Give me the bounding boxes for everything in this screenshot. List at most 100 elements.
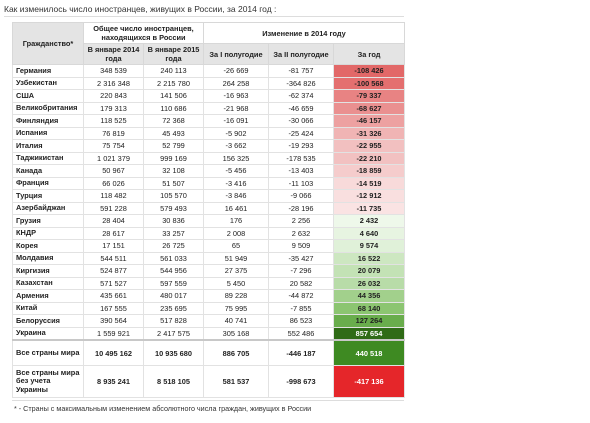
country-cell: Финляндия <box>12 114 84 128</box>
value-cell: 597 559 <box>143 276 204 290</box>
value-cell: 435 661 <box>83 289 144 303</box>
value-cell: 2 632 <box>268 226 334 240</box>
country-cell: Молдавия <box>12 251 84 265</box>
value-cell: -100 568 <box>332 76 406 90</box>
table-row: Все страны мира без учета Украины 8 935 2… <box>12 365 406 398</box>
value-cell: 2 417 575 <box>143 326 204 341</box>
column-header: В январе 2014 года <box>83 43 144 65</box>
value-cell: 440 518 <box>332 339 406 366</box>
table-row: Все страны мира 10 495 162 10 935 680 886 7… <box>12 339 406 366</box>
value-cell: -79 337 <box>332 89 406 103</box>
table-row: Германия 348 539 240 113 -26 669 -81 757 -108… <box>12 64 406 78</box>
table-row: Узбекистан 2 316 348 2 215 780 264 258 -364 … <box>12 76 406 90</box>
value-cell: 28 404 <box>83 214 144 228</box>
table-row: Италия 75 754 52 799 -3 662 -19 293 -22 955 <box>12 139 406 153</box>
table-row: Китай 167 555 235 695 75 995 -7 855 68 140 <box>12 301 406 315</box>
value-cell: -364 826 <box>268 76 334 90</box>
value-cell: -26 669 <box>203 64 269 78</box>
value-cell: -28 196 <box>268 201 334 215</box>
value-cell: 591 228 <box>83 201 144 215</box>
country-cell: Казахстан <box>12 276 84 290</box>
value-cell: -3 662 <box>203 139 269 153</box>
table-row: Киргизия 524 877 544 956 27 375 -7 296 20 079 <box>12 264 406 278</box>
value-cell: 1 021 379 <box>83 151 144 165</box>
country-cell: Германия <box>12 64 84 78</box>
value-cell: 8 935 241 <box>83 365 144 398</box>
country-cell: Канада <box>12 164 84 178</box>
value-cell: 552 486 <box>268 326 334 341</box>
table-row: Белоруссия 390 564 517 828 40 741 86 523 127 … <box>12 314 406 328</box>
value-cell: 105 570 <box>143 189 204 203</box>
value-cell: 118 525 <box>83 114 144 128</box>
country-cell: КНДР <box>12 226 84 240</box>
value-cell: 27 375 <box>203 264 269 278</box>
country-cell: Франция <box>12 176 84 190</box>
country-cell: Белоруссия <box>12 314 84 328</box>
value-cell: 89 228 <box>203 289 269 303</box>
title: Как изменилось число иностранцев, живущи… <box>4 4 404 17</box>
country-cell: США <box>12 89 84 103</box>
country-cell: Украина <box>12 326 84 341</box>
country-cell: Армения <box>12 289 84 303</box>
value-cell: -31 326 <box>332 126 406 140</box>
value-cell: 20 582 <box>268 276 334 290</box>
value-cell: 75 754 <box>83 139 144 153</box>
country-cell: Грузия <box>12 214 84 228</box>
value-cell: 141 506 <box>143 89 204 103</box>
value-cell: 86 523 <box>268 314 334 328</box>
value-cell: 264 258 <box>203 76 269 90</box>
table-row: США 220 843 141 506 -16 963 -62 374 -79 337 <box>12 89 406 103</box>
value-cell: 127 264 <box>332 314 406 328</box>
value-cell: 2 215 780 <box>143 76 204 90</box>
column-header: В январе 2015 года <box>143 43 204 65</box>
country-cell: Все страны мира без учета Украины <box>12 365 84 398</box>
value-cell: 886 705 <box>203 339 269 366</box>
value-cell: -13 403 <box>268 164 334 178</box>
value-cell: 240 113 <box>143 64 204 78</box>
country-cell: Все страны мира <box>12 339 84 366</box>
value-cell: -16 091 <box>203 114 269 128</box>
value-cell: -446 187 <box>268 339 334 366</box>
value-cell: 20 079 <box>332 264 406 278</box>
table-row: Украина 1 559 921 2 417 575 305 168 552 486 8… <box>12 326 406 341</box>
value-cell: 118 482 <box>83 189 144 203</box>
country-cell: Киргизия <box>12 264 84 278</box>
value-cell: 235 695 <box>143 301 204 315</box>
value-cell: -18 859 <box>332 164 406 178</box>
table-row: Казахстан 571 527 597 559 5 450 20 582 26 032 <box>12 276 406 290</box>
value-cell: -3 416 <box>203 176 269 190</box>
value-cell: -46 157 <box>332 114 406 128</box>
value-cell: -3 846 <box>203 189 269 203</box>
value-cell: 480 017 <box>143 289 204 303</box>
value-cell: 348 539 <box>83 64 144 78</box>
value-cell: 50 967 <box>83 164 144 178</box>
table-row: Таджикистан 1 021 379 999 169 156 325 -178 5… <box>12 151 406 165</box>
value-cell: 857 654 <box>332 326 406 341</box>
value-cell: 579 493 <box>143 201 204 215</box>
country-cell: Италия <box>12 139 84 153</box>
value-cell: -46 659 <box>268 101 334 115</box>
value-cell: 72 368 <box>143 114 204 128</box>
value-cell: 544 511 <box>83 251 144 265</box>
value-cell: 544 956 <box>143 264 204 278</box>
value-cell: -44 872 <box>268 289 334 303</box>
value-cell: 32 108 <box>143 164 204 178</box>
country-cell: Китай <box>12 301 84 315</box>
value-cell: 52 799 <box>143 139 204 153</box>
value-cell: -108 426 <box>332 64 406 78</box>
value-cell: 45 493 <box>143 126 204 140</box>
value-cell: -62 374 <box>268 89 334 103</box>
value-cell: 10 495 162 <box>83 339 144 366</box>
data-table: Гражданство* Общее число иностранцев, на… <box>12 22 406 398</box>
value-cell: -178 535 <box>268 151 334 165</box>
value-cell: 33 257 <box>143 226 204 240</box>
column-header: За год <box>332 43 406 65</box>
value-cell: -417 136 <box>332 365 406 398</box>
value-cell: -19 293 <box>268 139 334 153</box>
table-row: Канада 50 967 32 108 -5 456 -13 403 -18 859 <box>12 164 406 178</box>
value-cell: -5 456 <box>203 164 269 178</box>
value-cell: 305 168 <box>203 326 269 341</box>
value-cell: -22 210 <box>332 151 406 165</box>
value-cell: -9 066 <box>268 189 334 203</box>
